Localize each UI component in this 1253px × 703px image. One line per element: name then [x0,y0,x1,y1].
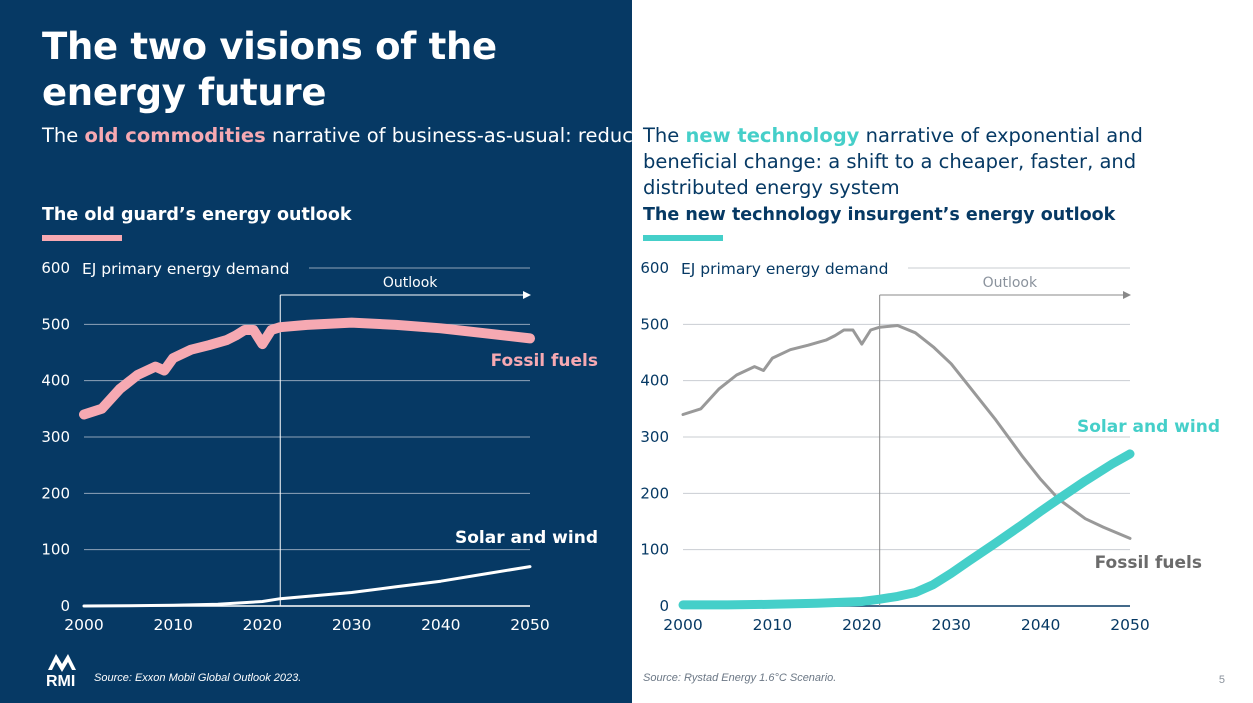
right-panel [632,0,1253,703]
right-source: Source: Rystad Energy 1.6°C Scenario. [643,672,837,684]
left-title-underline [42,235,122,241]
right-narrative: The new technology narrative of exponent… [643,124,1143,199]
right-chart-title: The new technology insurgent’s energy ou… [643,205,1116,225]
svg-text:RMI: RMI [46,673,75,688]
left-narrative-highlight: old commodities [84,124,266,147]
rmi-logo-icon: RMI [46,654,76,688]
right-title-underline [643,235,723,241]
left-chart-title: The old guard’s energy outlook [42,205,352,225]
left-source: Source: Exxon Mobil Global Outlook 2023. [94,672,302,684]
page-number: 5 [1218,674,1225,686]
left-narrative: The old commodities narrative of busines… [42,124,1201,147]
right-narrative-highlight: new technology [685,124,860,147]
page-title: The two visions of the energy future [42,25,497,114]
